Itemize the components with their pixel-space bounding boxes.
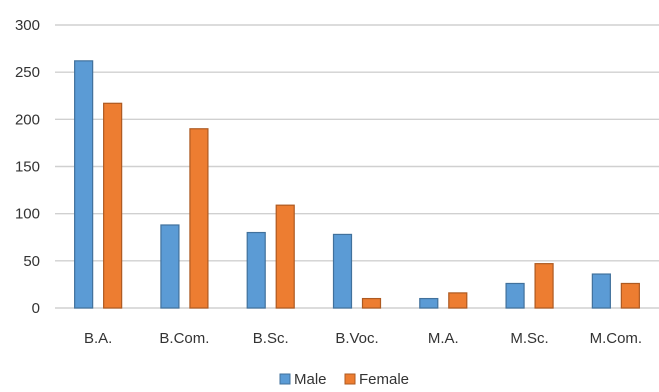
y-tick-label: 50 xyxy=(23,253,40,270)
bar-female-1 xyxy=(189,128,209,309)
y-tick-label: 200 xyxy=(15,111,40,128)
x-category-label: B.A. xyxy=(84,330,112,347)
x-category-label: B.Voc. xyxy=(335,330,378,347)
bar-male-6 xyxy=(591,273,611,309)
bar-male-0 xyxy=(74,60,94,309)
bar-male-5 xyxy=(505,282,525,309)
x-category-label: B.Sc. xyxy=(253,330,289,347)
gridlines xyxy=(55,24,659,309)
legend-swatch-male xyxy=(279,373,291,385)
y-tick-label: 150 xyxy=(15,159,40,176)
legend-swatch-female xyxy=(344,373,356,385)
bar-male-3 xyxy=(332,233,353,309)
bar-male-4 xyxy=(419,297,439,309)
bar-male-1 xyxy=(160,224,180,309)
y-tick-label: 300 xyxy=(15,17,40,34)
x-category-label: M.Com. xyxy=(590,330,643,347)
x-category-label: M.A. xyxy=(428,330,459,347)
legend-label-female: Female xyxy=(359,371,409,388)
y-tick-label: 100 xyxy=(15,206,40,223)
bar-female-3 xyxy=(361,297,382,309)
x-category-label: B.Com. xyxy=(159,330,209,347)
x-axis-category-labels: B.A. B.Com. B.Sc. B.Voc. M.A. M.Sc. M.Com. xyxy=(84,330,642,347)
legend-label-male: Male xyxy=(294,371,327,388)
bar-female-0 xyxy=(103,102,123,309)
bar-female-6 xyxy=(620,282,640,309)
bar-female-5 xyxy=(534,263,554,309)
bar-female-4 xyxy=(448,292,468,309)
legend: Male Female xyxy=(279,371,409,388)
bar-male-2 xyxy=(246,231,266,309)
y-axis-tick-labels: 0 50 100 150 200 250 300 xyxy=(15,17,40,317)
bar-female-2 xyxy=(275,204,295,309)
y-tick-label: 250 xyxy=(15,64,40,81)
y-tick-label: 0 xyxy=(32,300,40,317)
bars xyxy=(74,60,640,309)
x-category-label: M.Sc. xyxy=(510,330,548,347)
